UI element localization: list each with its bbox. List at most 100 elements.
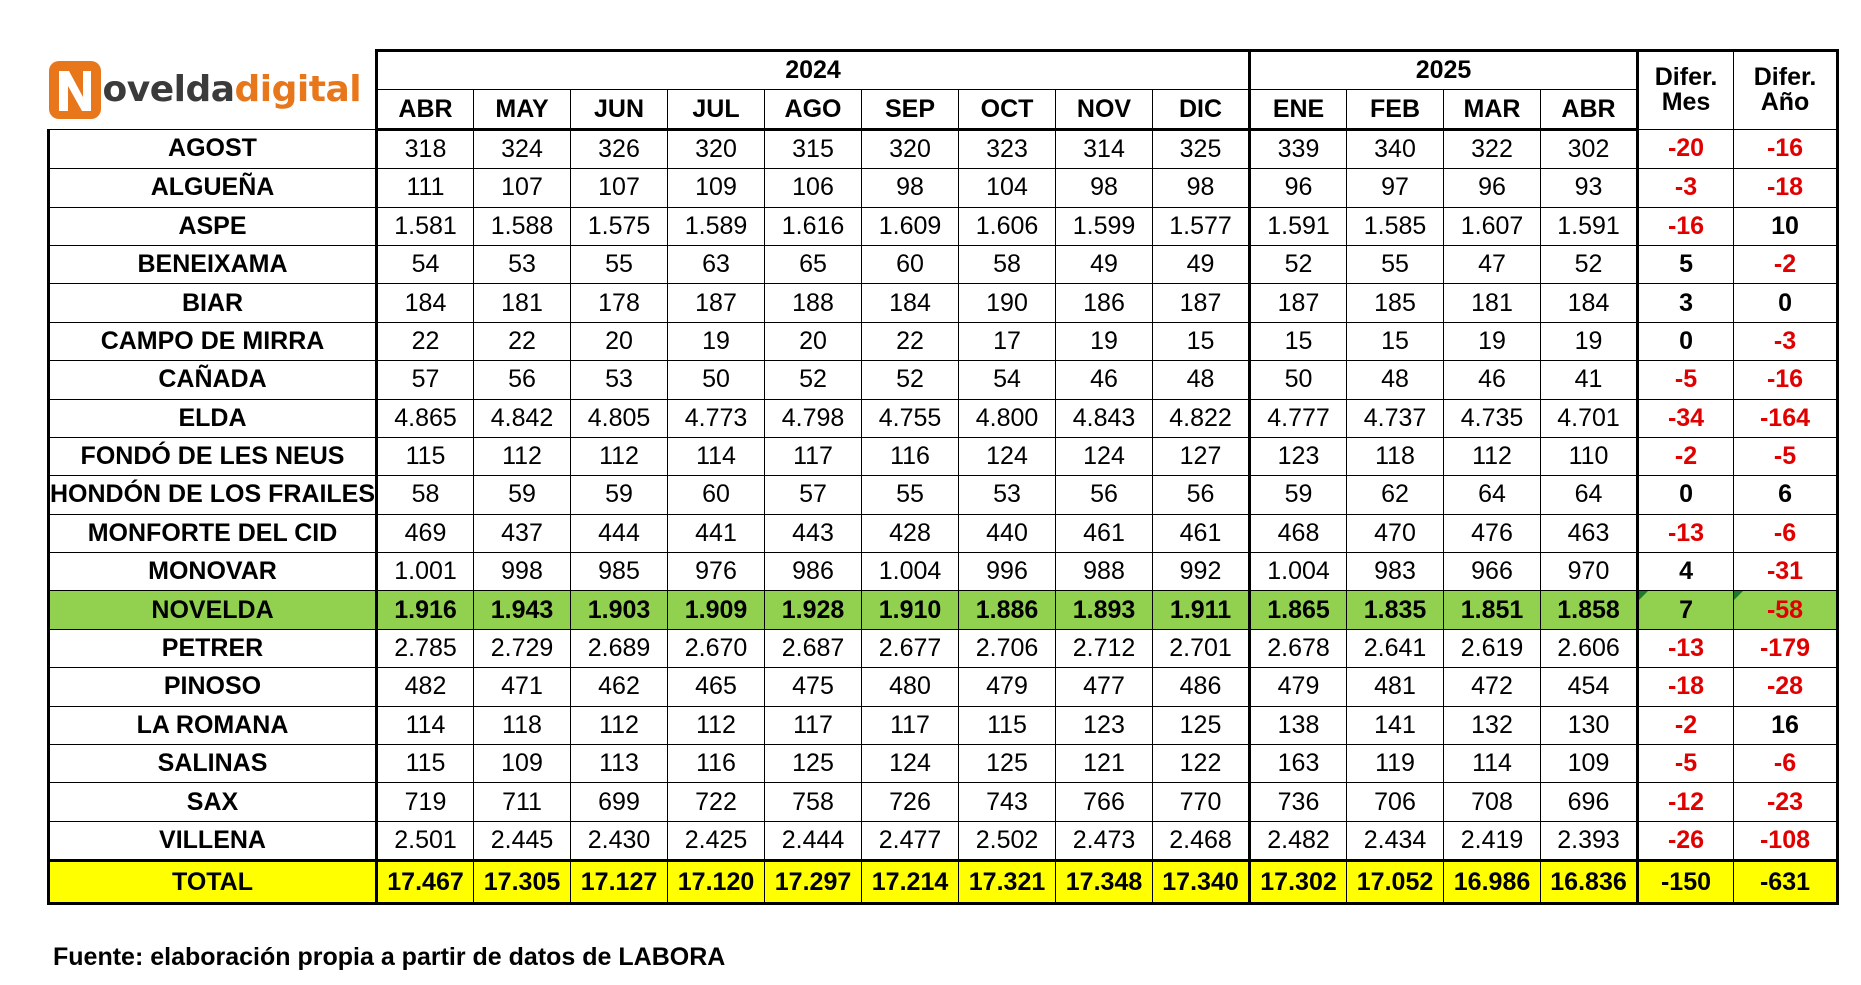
value-cell: 104 bbox=[958, 168, 1057, 208]
dif-mes-line2: Mes bbox=[1661, 88, 1711, 117]
value-cell: 2.425 bbox=[667, 820, 766, 862]
value-cell: 1.865 bbox=[1248, 590, 1348, 630]
value-cell: 53 bbox=[958, 475, 1057, 515]
table-row: NOVELDA 1.916 1.943 1.903 1.909 1.928 1.910 1.8… bbox=[46, 590, 1840, 630]
dif-mes-cell: -2 bbox=[1636, 705, 1735, 746]
value-cell: 112 bbox=[667, 705, 766, 746]
municipality-name: VILLENA bbox=[46, 820, 378, 862]
value-cell: 2.606 bbox=[1540, 628, 1639, 669]
value-cell: 996 bbox=[958, 552, 1057, 592]
dif-mes-cell: 4 bbox=[1636, 552, 1735, 592]
dif-mes-cell: -2 bbox=[1636, 436, 1735, 477]
value-cell: 112 bbox=[1443, 436, 1542, 477]
value-cell: 4.735 bbox=[1443, 398, 1542, 438]
value-cell: 758 bbox=[764, 782, 863, 822]
municipality-name: CAÑADA bbox=[46, 360, 378, 400]
dif-anio-cell: -18 bbox=[1733, 168, 1840, 208]
table-row: CAÑADA 57 56 53 50 52 52 54 46 48 50 48 46 41 -5 -16 bbox=[46, 360, 1840, 400]
value-cell: 106 bbox=[764, 168, 863, 208]
dif-mes-cell: -150 bbox=[1636, 859, 1735, 906]
table-row: BIAR 184 181 178 187 188 184 190 186 187 187 185 181… bbox=[46, 283, 1840, 323]
value-cell: 19 bbox=[667, 321, 766, 362]
dif-mes-cell: -34 bbox=[1636, 398, 1735, 438]
dif-anio-line2: Año bbox=[1760, 88, 1810, 117]
total-label: TOTAL bbox=[46, 859, 378, 906]
value-cell: 322 bbox=[1443, 128, 1542, 170]
value-cell: 17.127 bbox=[570, 859, 669, 906]
value-cell: 2.473 bbox=[1055, 820, 1154, 862]
value-cell: 163 bbox=[1248, 744, 1348, 784]
value-cell: 98 bbox=[1152, 168, 1251, 208]
value-cell: 998 bbox=[473, 552, 572, 592]
value-cell: 109 bbox=[1540, 744, 1639, 784]
value-cell: 53 bbox=[570, 360, 669, 400]
month-header: MAY bbox=[473, 89, 572, 131]
table-row: AGOST 318 324 326 320 315 320 323 314 325 339 340 32… bbox=[46, 128, 1840, 170]
value-cell: 187 bbox=[1152, 283, 1251, 323]
value-cell: 17.214 bbox=[861, 859, 960, 906]
value-cell: 107 bbox=[570, 168, 669, 208]
value-cell: 58 bbox=[958, 244, 1057, 285]
value-cell: 4.777 bbox=[1248, 398, 1348, 438]
value-cell: 1.909 bbox=[667, 590, 766, 630]
value-cell: 22 bbox=[861, 321, 960, 362]
value-cell: 2.393 bbox=[1540, 820, 1639, 862]
value-cell: 47 bbox=[1443, 244, 1542, 285]
value-cell: 722 bbox=[667, 782, 766, 822]
value-cell: 93 bbox=[1540, 168, 1639, 208]
value-cell: 22 bbox=[375, 321, 475, 362]
value-cell: 4.822 bbox=[1152, 398, 1251, 438]
dif-mes-header: Difer. Mes bbox=[1636, 49, 1735, 130]
value-cell: 711 bbox=[473, 782, 572, 822]
value-cell: 96 bbox=[1443, 168, 1542, 208]
value-cell: 983 bbox=[1346, 552, 1445, 592]
value-cell: 461 bbox=[1055, 513, 1154, 554]
value-cell: 62 bbox=[1346, 475, 1445, 515]
value-cell: 17.302 bbox=[1248, 859, 1348, 906]
value-cell: 1.004 bbox=[861, 552, 960, 592]
dif-anio-cell: 16 bbox=[1733, 705, 1840, 746]
value-cell: 17.305 bbox=[473, 859, 572, 906]
value-cell: 1.616 bbox=[764, 206, 863, 246]
table-row: PINOSO 482 471 462 465 475 480 479 477 486 479 481 4… bbox=[46, 667, 1840, 707]
value-cell: 766 bbox=[1055, 782, 1154, 822]
value-cell: 19 bbox=[1443, 321, 1542, 362]
dif-mes-cell: -5 bbox=[1636, 360, 1735, 400]
value-cell: 326 bbox=[570, 128, 669, 170]
value-cell: 1.851 bbox=[1443, 590, 1542, 630]
dif-anio-cell: -5 bbox=[1733, 436, 1840, 477]
value-cell: 17.297 bbox=[764, 859, 863, 906]
value-cell: 2.477 bbox=[861, 820, 960, 862]
value-cell: 482 bbox=[375, 667, 475, 707]
total-row: TOTAL 17.467 17.305 17.127 17.120 17.297 17.21… bbox=[46, 859, 1840, 906]
value-cell: 115 bbox=[375, 744, 475, 784]
table-row: VILLENA 2.501 2.445 2.430 2.425 2.444 2.477 2.5… bbox=[46, 820, 1840, 862]
value-cell: 114 bbox=[375, 705, 475, 746]
value-cell: 64 bbox=[1540, 475, 1639, 515]
value-cell: 114 bbox=[1443, 744, 1542, 784]
municipality-name: AGOST bbox=[46, 128, 378, 170]
value-cell: 480 bbox=[861, 667, 960, 707]
value-cell: 2.678 bbox=[1248, 628, 1348, 669]
value-cell: 4.755 bbox=[861, 398, 960, 438]
dif-anio-cell: -164 bbox=[1733, 398, 1840, 438]
value-cell: 52 bbox=[764, 360, 863, 400]
value-cell: 323 bbox=[958, 128, 1057, 170]
value-cell: 2.502 bbox=[958, 820, 1057, 862]
month-header: ENE bbox=[1248, 89, 1348, 131]
dif-mes-cell: -3 bbox=[1636, 168, 1735, 208]
value-cell: 124 bbox=[958, 436, 1057, 477]
dif-mes-cell: 5 bbox=[1636, 244, 1735, 285]
dif-mes-cell: -5 bbox=[1636, 744, 1735, 784]
value-cell: 52 bbox=[861, 360, 960, 400]
dif-mes-cell: -20 bbox=[1636, 128, 1735, 170]
value-cell: 130 bbox=[1540, 705, 1639, 746]
value-cell: 15 bbox=[1248, 321, 1348, 362]
value-cell: 122 bbox=[1152, 744, 1251, 784]
municipality-name: SAX bbox=[46, 782, 378, 822]
value-cell: 719 bbox=[375, 782, 475, 822]
value-cell: 52 bbox=[1540, 244, 1639, 285]
value-cell: 59 bbox=[1248, 475, 1348, 515]
value-cell: 1.943 bbox=[473, 590, 572, 630]
value-cell: 64 bbox=[1443, 475, 1542, 515]
